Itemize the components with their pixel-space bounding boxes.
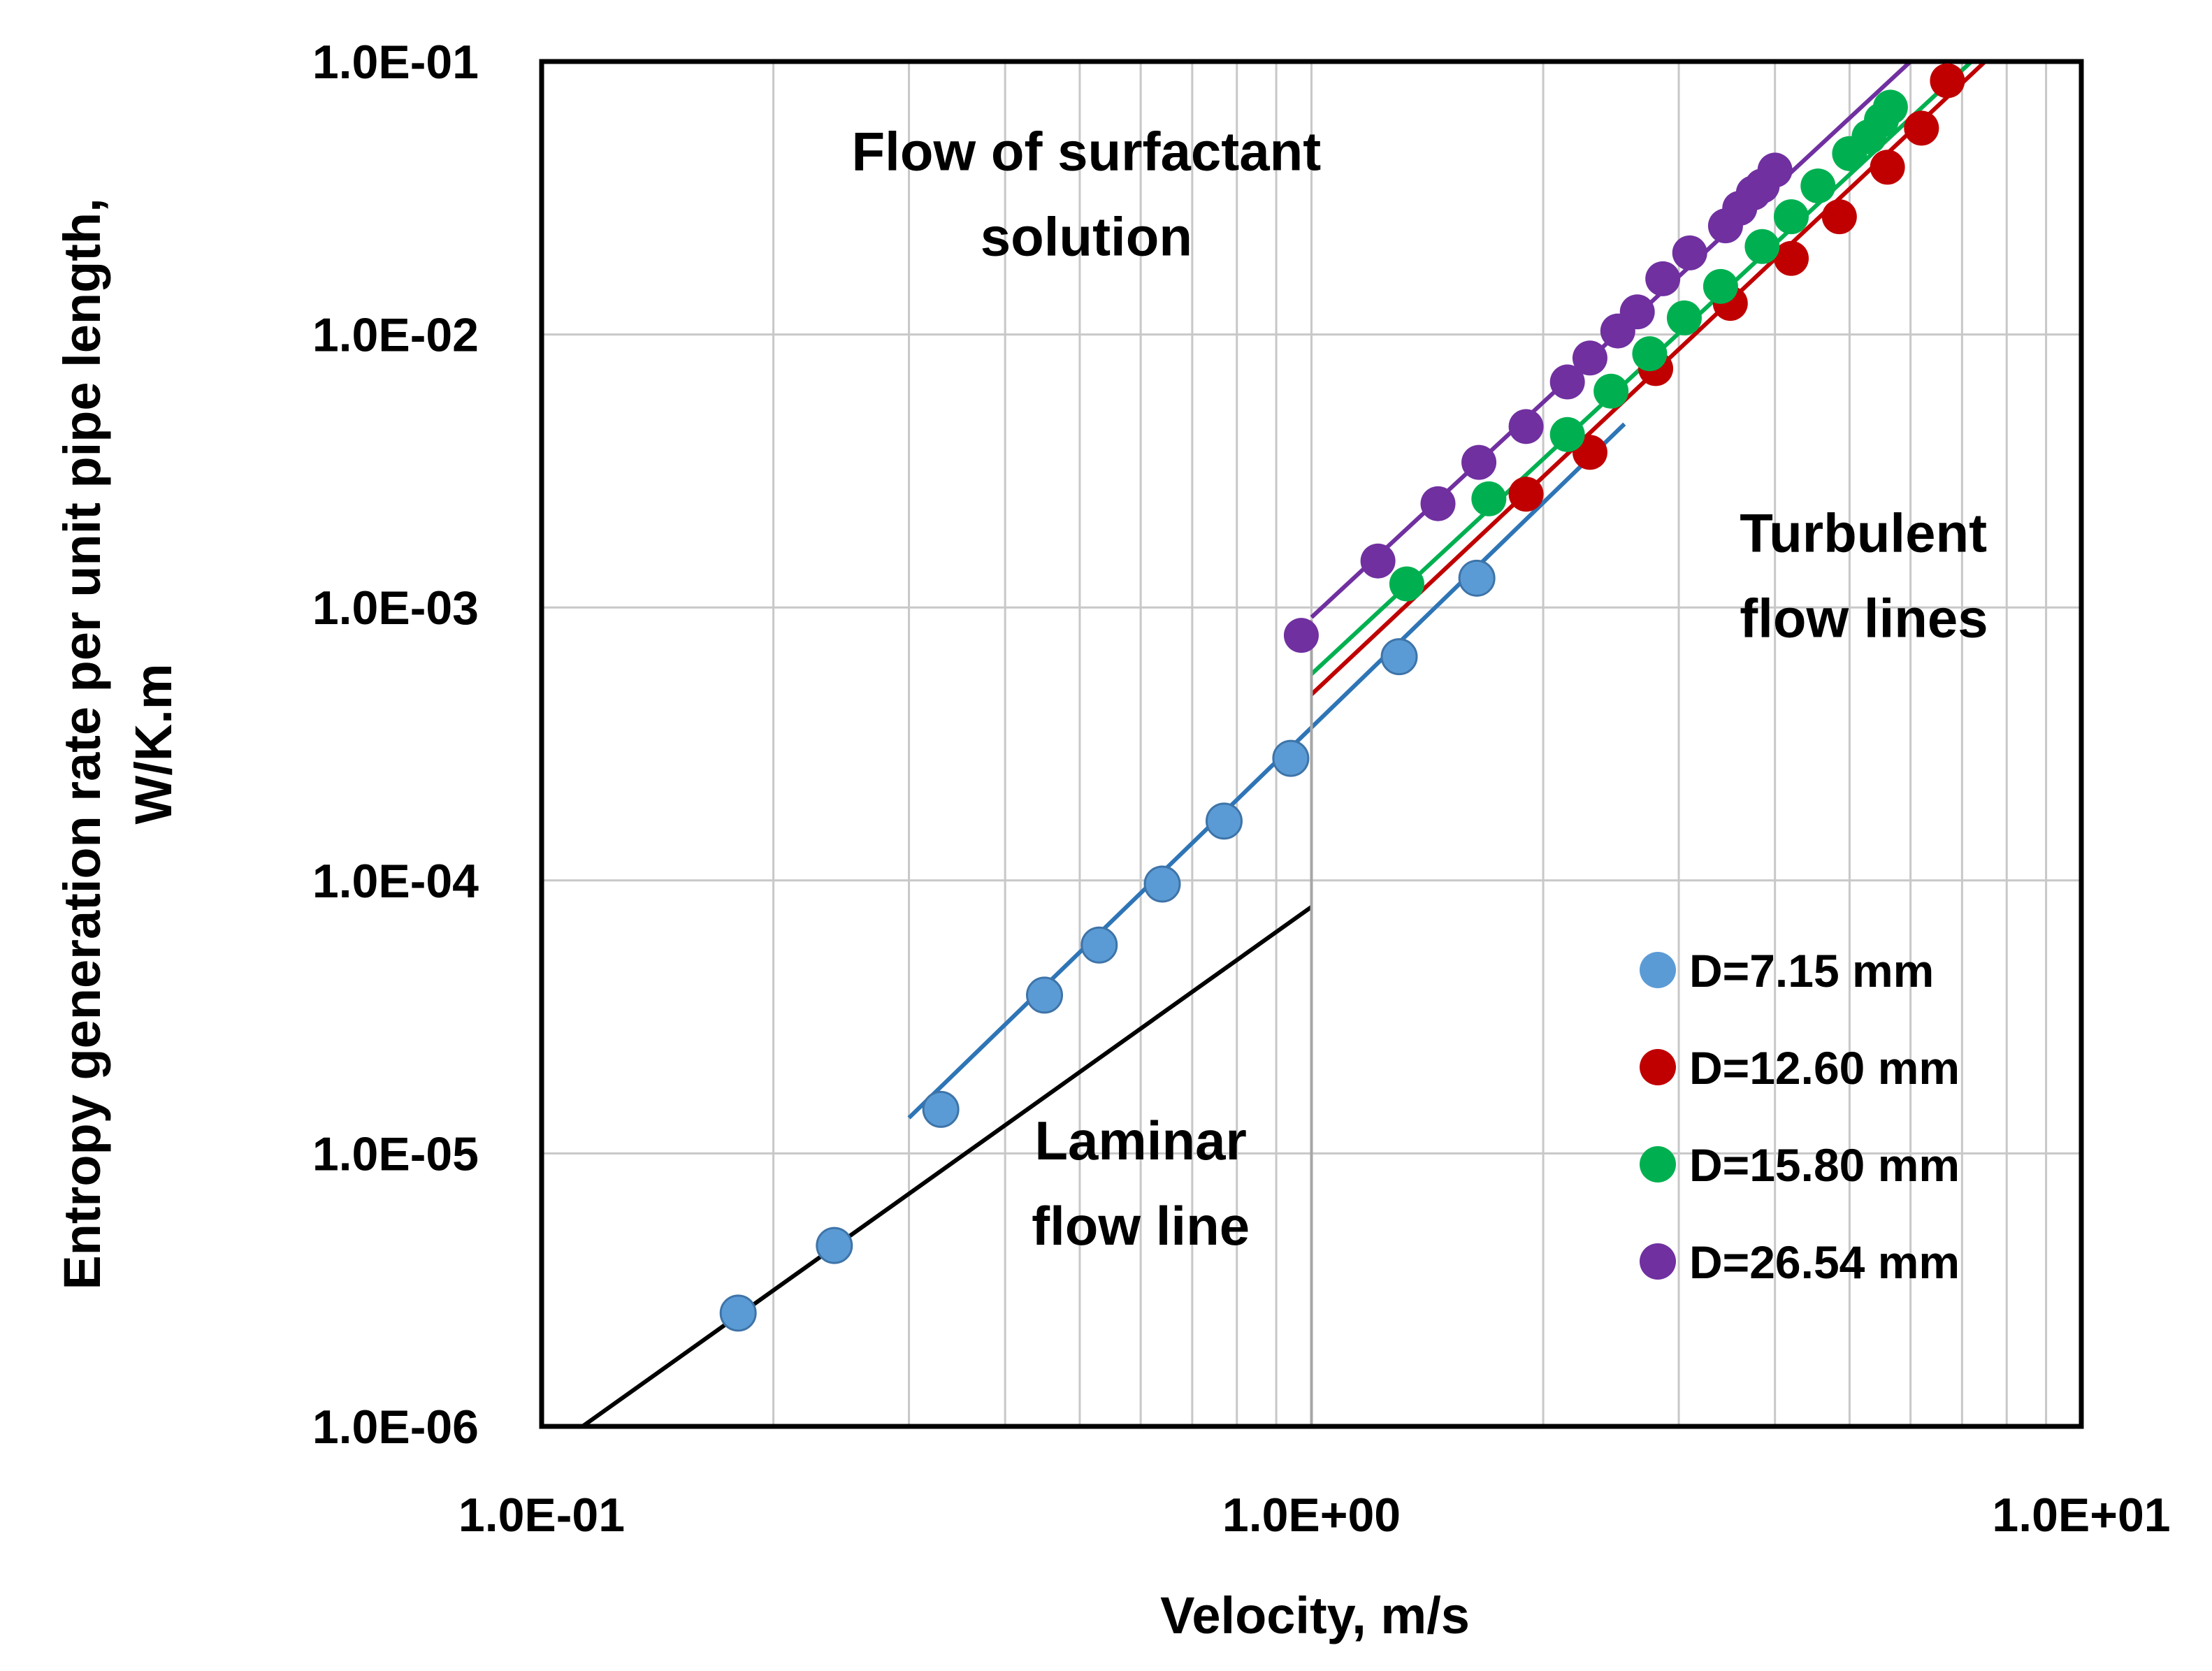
data-point-d-12-60-mm — [1774, 240, 1809, 276]
legend-marker-d-12-60-mm — [1640, 1049, 1676, 1085]
annotation-turbulent-line-2: flow lines — [1740, 587, 1988, 649]
legend-label-d-7-15-mm: D=7.15 mm — [1689, 945, 1934, 997]
plot-area-border — [539, 59, 2084, 1429]
data-points — [719, 63, 1965, 1332]
data-point-d-26-54-mm — [1757, 152, 1793, 188]
data-point-d-26-54-mm — [1672, 235, 1707, 270]
x-tick-label: 1.0E+01 — [1992, 1489, 2170, 1542]
data-point-d-26-54-mm — [1360, 543, 1396, 579]
data-point-d-15-80-mm — [1549, 417, 1585, 452]
data-point-d-26-54-mm — [1420, 486, 1456, 521]
y-tick-labels: 1.0E-06 1.0E-05 1.0E-04 1.0E-03 1.0E-02 1.0E-… — [312, 36, 479, 1454]
data-point-d-26-54-mm — [1461, 444, 1497, 480]
data-point-d-15-80-mm — [1744, 229, 1780, 264]
annotation-turbulent-line-1: Turbulent — [1740, 502, 1987, 563]
data-point-d-15-80-mm — [1703, 268, 1738, 304]
data-point-d-7-15-mm — [719, 1294, 757, 1332]
data-point-d-7-15-mm — [1205, 802, 1243, 840]
laminar-flow-line — [581, 905, 1313, 1428]
legend: D=7.15 mm D=12.60 mm D=15.80 mm D=26.54 mm — [1640, 945, 1960, 1288]
data-point-d-26-54-mm — [1619, 294, 1655, 330]
data-point-d-7-15-mm — [1080, 926, 1118, 964]
legend-item-d-12-60-mm: D=12.60 mm — [1640, 1042, 1960, 1094]
legend-label-d-15-80-mm: D=15.80 mm — [1689, 1139, 1960, 1191]
grid — [542, 62, 2081, 1426]
legend-item-d-7-15-mm: D=7.15 mm — [1640, 945, 1934, 997]
data-point-d-12-60-mm — [1870, 150, 1905, 185]
y-axis-title-line2: W/K.m — [124, 663, 182, 824]
data-point-d-26-54-mm — [1508, 409, 1544, 444]
annotation-laminar: Laminar flow line — [1032, 1110, 1250, 1257]
data-point-d-15-80-mm — [1593, 373, 1629, 409]
data-point-d-15-80-mm — [1774, 199, 1809, 235]
y-tick-label: 1.0E-06 — [312, 1401, 479, 1454]
y-tick-label: 1.0E-01 — [312, 36, 479, 89]
y-tick-label: 1.0E-02 — [312, 309, 479, 362]
data-point-d-7-15-mm — [1026, 976, 1064, 1014]
x-axis-title: Velocity, m/s — [1160, 1586, 1470, 1644]
annotation-laminar-line-2: flow line — [1032, 1195, 1250, 1257]
data-point-d-15-80-mm — [1632, 336, 1668, 372]
data-point-d-15-80-mm — [1666, 300, 1702, 335]
data-point-d-15-80-mm — [1389, 566, 1424, 602]
data-point-d-7-15-mm — [1458, 559, 1496, 597]
annotation-title-flow-line-2: solution — [981, 205, 1192, 267]
y-tick-label: 1.0E-05 — [312, 1127, 479, 1180]
data-point-d-15-80-mm — [1800, 168, 1836, 204]
data-point-d-12-60-mm — [1508, 477, 1544, 512]
data-point-d-15-80-mm — [1872, 89, 1908, 125]
annotations: Flow of surfactant solution Turbulent flow … — [852, 120, 1988, 1257]
data-point-d-12-60-mm — [1904, 110, 1939, 146]
data-point-d-7-15-mm — [1380, 638, 1418, 676]
legend-label-d-26-54-mm: D=26.54 mm — [1689, 1236, 1960, 1288]
y-axis-title-line1: Entropy generation rate per unit pipe le… — [53, 198, 111, 1289]
data-point-d-26-54-mm — [1283, 618, 1319, 653]
y-tick-label: 1.0E-04 — [312, 855, 479, 908]
data-point-d-12-60-mm — [1821, 199, 1857, 235]
data-point-d-15-80-mm — [1471, 481, 1507, 516]
data-point-d-12-60-mm — [1930, 63, 1965, 99]
x-tick-label: 1.0E-01 — [458, 1489, 625, 1542]
legend-item-d-26-54-mm: D=26.54 mm — [1640, 1236, 1960, 1288]
y-tick-label: 1.0E-03 — [312, 581, 479, 635]
legend-label-d-12-60-mm: D=12.60 mm — [1689, 1042, 1960, 1094]
data-point-d-7-15-mm — [922, 1090, 960, 1128]
legend-marker-d-7-15-mm — [1640, 952, 1676, 988]
data-point-d-7-15-mm — [816, 1227, 853, 1264]
legend-marker-d-15-80-mm — [1640, 1146, 1676, 1182]
x-tick-label: 1.0E+00 — [1222, 1489, 1401, 1542]
legend-item-d-15-80-mm: D=15.80 mm — [1640, 1139, 1960, 1191]
annotation-title-flow-line-1: Flow of surfactant — [852, 120, 1322, 182]
annotation-turbulent: Turbulent flow lines — [1740, 502, 1988, 649]
data-point-d-7-15-mm — [1143, 865, 1181, 903]
annotation-laminar-line-1: Laminar — [1034, 1110, 1246, 1171]
annotation-title-flow: Flow of surfactant solution — [852, 120, 1322, 267]
data-point-d-26-54-mm — [1572, 340, 1607, 376]
data-point-d-7-15-mm — [1272, 739, 1310, 777]
data-point-d-26-54-mm — [1549, 364, 1585, 400]
x-tick-labels: 1.0E-01 1.0E+00 1.0E+01 — [458, 1489, 2171, 1542]
data-point-d-26-54-mm — [1645, 261, 1681, 296]
legend-marker-d-26-54-mm — [1640, 1243, 1676, 1280]
